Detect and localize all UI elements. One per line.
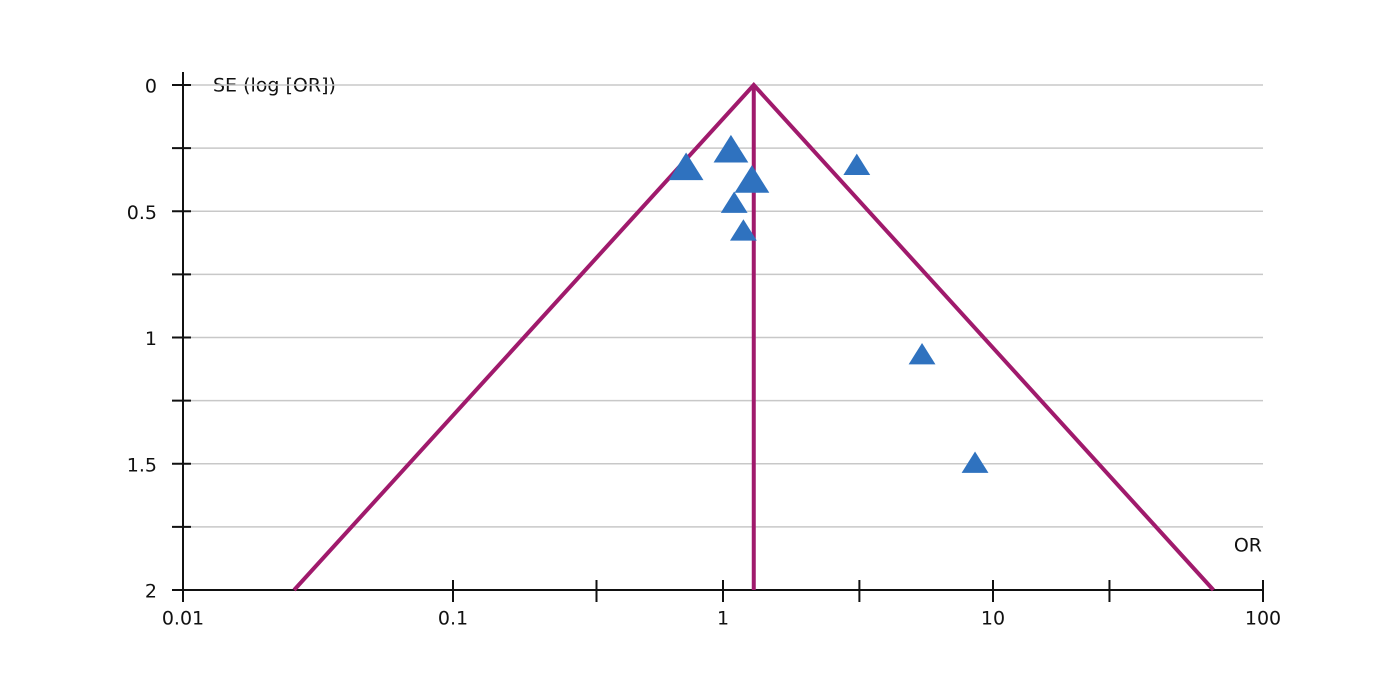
study-point [843, 153, 871, 175]
study-point [734, 165, 770, 193]
y-tick-label: 2 [145, 581, 157, 603]
y-tick-label: 1.5 [127, 454, 157, 476]
y-tick-label: 0.5 [127, 202, 157, 224]
y-tick-label: 0 [145, 76, 157, 98]
x-tick-label: 0.1 [438, 608, 468, 630]
x-tick-label: 1 [717, 608, 729, 630]
study-point [713, 134, 749, 163]
study-point [668, 152, 704, 181]
study-point [729, 219, 757, 241]
study-point [961, 451, 989, 473]
x-axis-label: OR [1234, 535, 1262, 557]
x-tick-label: 100 [1245, 608, 1281, 630]
study-point [908, 342, 936, 365]
y-tick-label: 1 [145, 328, 157, 350]
study-point [720, 191, 748, 213]
x-tick-label: 0.01 [162, 608, 204, 630]
x-tick-label: 10 [981, 608, 1005, 630]
